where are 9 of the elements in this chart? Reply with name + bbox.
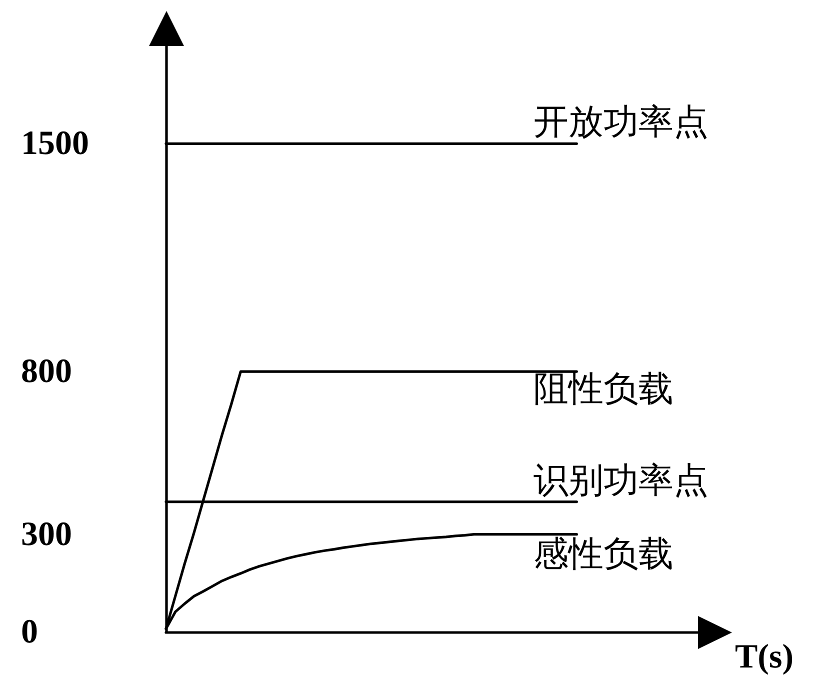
- y-tick-label: 0: [21, 614, 38, 650]
- y-tick-label: 800: [21, 353, 72, 390]
- x-axis-title: T(s): [735, 638, 794, 676]
- series-label: 识别功率点: [534, 460, 709, 501]
- series-label: 开放功率点: [534, 102, 709, 143]
- y-tick-label: 1500: [21, 125, 89, 162]
- y-tick-label: 300: [21, 516, 72, 553]
- series-label: 阻性负载: [534, 370, 674, 410]
- series-label: 感性负载: [534, 534, 674, 574]
